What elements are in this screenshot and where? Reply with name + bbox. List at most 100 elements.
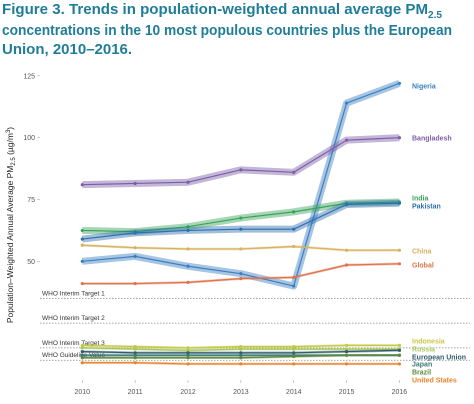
point xyxy=(344,248,349,252)
x-tick-label: 2015 xyxy=(339,389,355,396)
point xyxy=(239,227,243,231)
series-line xyxy=(82,137,400,186)
point xyxy=(133,231,137,235)
point xyxy=(186,264,190,268)
point xyxy=(239,345,243,349)
x-tick-label: 2010 xyxy=(74,389,90,396)
series-label: Global xyxy=(412,263,434,270)
series-label: Japan xyxy=(412,362,432,369)
point xyxy=(239,347,243,351)
series-label: Indonesia xyxy=(412,339,445,346)
point xyxy=(239,353,243,357)
series-label: China xyxy=(412,249,432,256)
point xyxy=(186,280,190,284)
x-tick-label: 2012 xyxy=(180,389,196,396)
point xyxy=(397,248,402,252)
y-label-text: Population–Weighted Annual Average PM xyxy=(5,166,15,324)
point xyxy=(344,347,349,351)
series xyxy=(80,348,402,355)
point xyxy=(239,168,243,172)
series-label: United States xyxy=(412,378,457,385)
point xyxy=(186,247,190,251)
point xyxy=(80,346,84,350)
point xyxy=(292,351,296,355)
point xyxy=(239,362,243,366)
series xyxy=(80,343,402,350)
point xyxy=(397,262,402,266)
series xyxy=(80,199,402,243)
point xyxy=(80,356,84,360)
point xyxy=(133,281,137,286)
point xyxy=(80,183,84,187)
point xyxy=(80,361,84,365)
y-tick-label: 125 xyxy=(23,73,35,80)
x-tick-label: 2011 xyxy=(128,389,143,396)
point xyxy=(292,244,296,249)
reference-label: WHO Interim Target 1 xyxy=(42,290,105,297)
series xyxy=(80,243,402,252)
point xyxy=(133,353,137,357)
series-label: Bangladesh xyxy=(412,136,452,143)
series-label: Brazil xyxy=(412,370,431,377)
point xyxy=(292,362,296,366)
reference-label: WHO Interim Target 2 xyxy=(42,315,105,322)
point xyxy=(186,180,190,184)
y-axis-label: Population–Weighted Annual Average PM2.5… xyxy=(5,127,17,323)
point xyxy=(186,353,190,357)
point xyxy=(80,228,84,233)
point xyxy=(292,354,296,359)
point xyxy=(292,284,296,288)
series xyxy=(80,346,402,352)
point xyxy=(186,348,190,352)
point xyxy=(133,347,137,351)
point xyxy=(397,136,402,140)
series-label: Russia xyxy=(412,347,435,354)
point xyxy=(80,281,84,286)
chart-title: Union, 2010–2016. xyxy=(2,41,132,58)
point xyxy=(344,101,349,105)
point xyxy=(133,361,137,365)
x-tick-label: 2016 xyxy=(392,389,408,396)
point xyxy=(344,343,349,347)
point xyxy=(80,349,84,354)
y-label-text: ) xyxy=(5,127,15,130)
point xyxy=(344,362,349,366)
point xyxy=(239,216,243,220)
point xyxy=(397,81,402,85)
point xyxy=(133,351,137,355)
point xyxy=(292,347,296,351)
series xyxy=(80,353,402,360)
reference-label: WHO Guideline Value xyxy=(42,352,105,359)
point xyxy=(80,237,84,241)
point xyxy=(133,356,137,360)
title-text: Figure 3. Trends in population-weighted … xyxy=(2,1,428,18)
point xyxy=(186,228,190,233)
series-label: India xyxy=(412,196,428,203)
x-tick-label: 2013 xyxy=(233,389,249,396)
point xyxy=(186,351,190,355)
point xyxy=(397,201,402,205)
y-tick-label: 75 xyxy=(27,197,35,204)
y-label-sup: 3 xyxy=(6,129,12,133)
uncertainty-band xyxy=(82,134,400,189)
series-label: European Union xyxy=(412,355,466,362)
point xyxy=(292,227,296,231)
point xyxy=(133,181,137,186)
point xyxy=(186,346,190,350)
point xyxy=(397,343,402,347)
point xyxy=(292,345,296,349)
y-label-sub: 2.5 xyxy=(11,157,17,166)
point xyxy=(239,351,243,355)
x-tick-label: 2014 xyxy=(286,389,302,396)
point xyxy=(239,272,243,276)
series-label: Pakistan xyxy=(412,204,441,211)
point xyxy=(239,277,243,281)
point xyxy=(292,170,296,174)
series xyxy=(80,361,402,366)
reference-label: WHO Interim Target 3 xyxy=(42,340,105,347)
series xyxy=(80,80,402,290)
point xyxy=(292,275,296,279)
point xyxy=(80,353,84,357)
point xyxy=(133,246,137,250)
